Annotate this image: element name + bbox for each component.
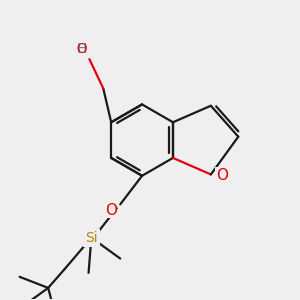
Text: O: O xyxy=(105,203,117,218)
Text: Si: Si xyxy=(85,231,98,245)
Text: O: O xyxy=(216,168,228,183)
Text: O: O xyxy=(68,42,87,56)
Text: H: H xyxy=(77,42,87,56)
